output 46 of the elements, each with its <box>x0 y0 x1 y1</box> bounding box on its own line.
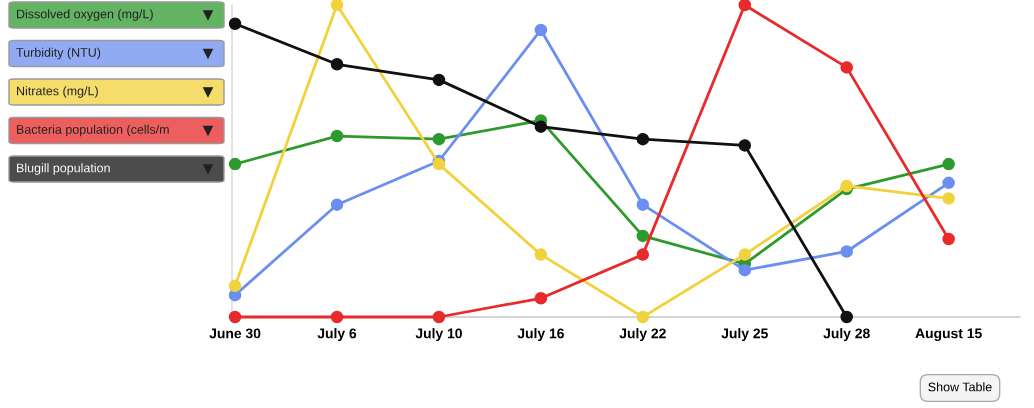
x-tick-label: July 10 <box>415 328 462 342</box>
point <box>534 248 548 261</box>
point <box>534 292 548 305</box>
point <box>432 132 446 146</box>
text: Bacteria population (cells/m <box>17 124 169 137</box>
point <box>228 279 242 293</box>
point <box>228 17 242 30</box>
point <box>534 120 548 133</box>
point <box>840 61 853 74</box>
x-tick-label: July 22 <box>619 328 666 342</box>
point <box>636 310 650 324</box>
point <box>330 0 344 12</box>
point <box>330 310 344 324</box>
x-tick-label: July 6 <box>317 328 357 342</box>
point <box>636 229 650 243</box>
point <box>738 248 752 261</box>
x-tick-label: August 15 <box>915 328 982 342</box>
x-tick-label: June 30 <box>209 328 261 339</box>
point <box>330 198 344 211</box>
text: Show Table <box>928 382 992 392</box>
point <box>942 192 955 205</box>
x-tick-label: July 16 <box>517 328 564 342</box>
x-tick-label: July 28 <box>823 328 870 342</box>
point <box>840 245 853 258</box>
point <box>636 198 650 211</box>
text: Blugill population <box>17 163 110 175</box>
point <box>738 139 752 152</box>
point <box>738 263 752 277</box>
point <box>636 132 650 146</box>
point <box>228 310 242 324</box>
point <box>330 58 344 71</box>
point <box>840 310 853 324</box>
point <box>738 0 752 12</box>
point <box>942 176 955 190</box>
point <box>432 73 446 87</box>
text: Turbidity (NTU) <box>16 47 101 60</box>
point <box>228 157 242 171</box>
x-tick-label: July 25 <box>721 328 768 342</box>
text: Nitrates (mg/L) <box>17 86 98 98</box>
point <box>534 23 548 37</box>
point <box>636 248 650 261</box>
point <box>942 232 955 246</box>
point <box>330 129 344 143</box>
text: Dissolved oxygen (mg/L) <box>17 9 153 21</box>
point <box>942 157 955 171</box>
point <box>432 310 446 324</box>
